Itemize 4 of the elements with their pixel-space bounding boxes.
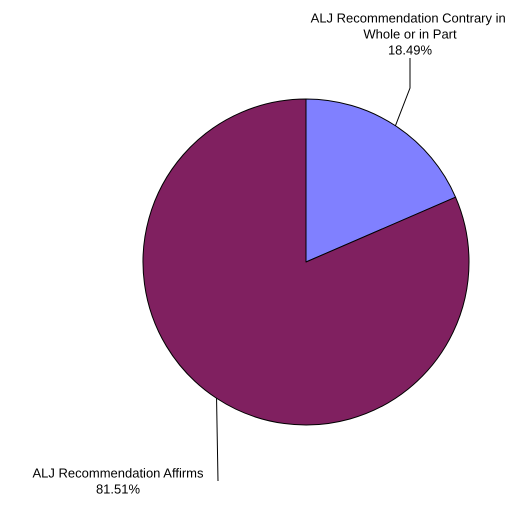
data-label: 18.49% (388, 42, 432, 58)
data-label: 81.51% (96, 482, 140, 496)
slice-label: ALJ Recommendation Contrary in Whole or in Part (310, 10, 510, 42)
slice-label: ALJ Recommendation Affirms (32, 466, 204, 480)
